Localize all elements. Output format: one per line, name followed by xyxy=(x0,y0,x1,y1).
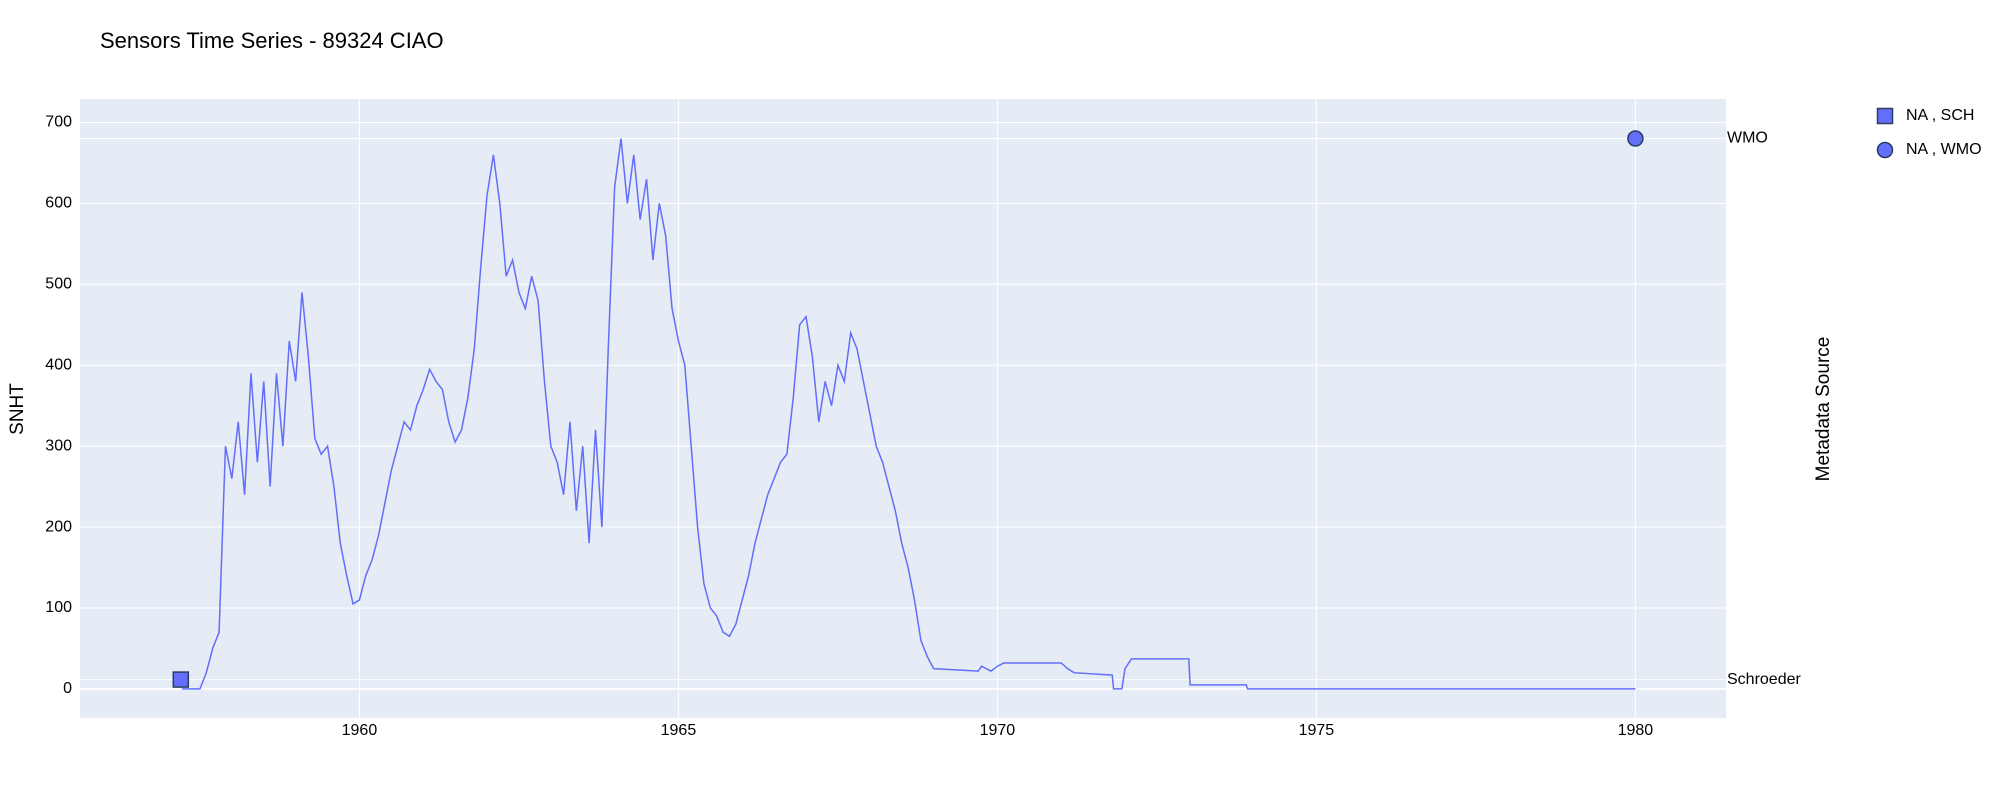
y-tick-label: 300 xyxy=(45,437,72,454)
marker xyxy=(1627,130,1644,147)
y2-axis-label: Metadata Source xyxy=(1813,337,1834,482)
y-tick-label: 500 xyxy=(45,276,72,293)
data-line xyxy=(182,138,1636,690)
marker xyxy=(172,671,190,688)
x-tick-label: 1980 xyxy=(1618,722,1654,739)
legend-symbol xyxy=(1876,141,1894,159)
x-tick-label: 1965 xyxy=(661,722,697,739)
chart-title: Sensors Time Series - 89324 CIAO xyxy=(100,28,444,53)
y2-tick-label: Schroeder xyxy=(1727,671,1801,688)
x-tick-label: 1970 xyxy=(980,722,1016,739)
legend-label: NA , SCH xyxy=(1906,107,1974,124)
y-tick-label: 400 xyxy=(45,356,72,373)
legend-symbol xyxy=(1876,107,1894,125)
x-tick-label: 1960 xyxy=(342,722,378,739)
y-tick-label: 0 xyxy=(63,680,72,697)
plot-area xyxy=(80,99,1726,718)
y-tick-label: 200 xyxy=(45,518,72,535)
y-tick-label: 100 xyxy=(45,599,72,616)
y-tick-label: 700 xyxy=(45,114,72,131)
y-tick-label: 600 xyxy=(45,195,72,212)
y2-tick-label: WMO xyxy=(1727,130,1768,147)
y-axis-label: SNHT xyxy=(7,383,28,435)
legend-label: NA , WMO xyxy=(1906,141,1982,158)
x-tick-label: 1975 xyxy=(1299,722,1335,739)
